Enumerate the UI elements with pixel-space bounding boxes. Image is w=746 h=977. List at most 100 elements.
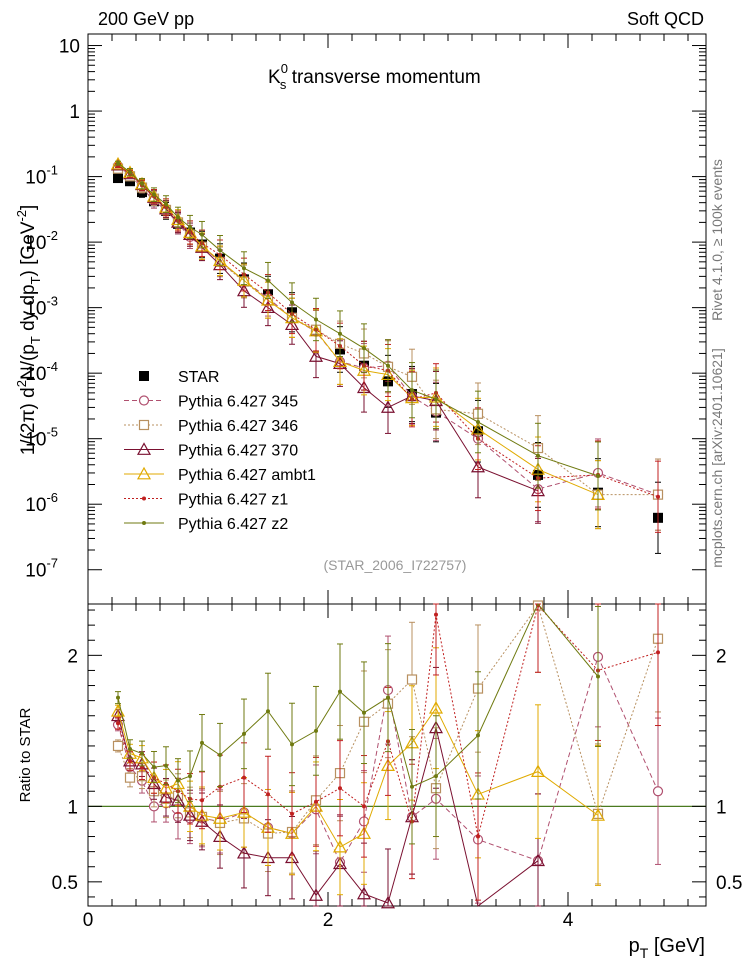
legend-item-p370: Pythia 6.427 370 [124,442,298,460]
legend-item-p345: Pythia 6.427 345 [124,394,298,411]
data-point-dot [266,792,270,797]
data-point-square [406,674,418,685]
series-line-p346 [117,168,658,496]
data-point-dot [476,419,480,424]
data-point-dot [314,728,318,733]
legend-label: Pythia 6.427 z1 [178,492,288,509]
main-y-tick-label: 1 [69,102,80,123]
data-point-dot [476,834,480,839]
data-point-dot [188,774,192,779]
data-point-dot [164,763,168,768]
series-z2 [115,603,601,845]
data-point-dot [164,202,168,207]
data-point-dot [242,731,246,736]
data-point-dot [362,346,366,351]
title-sub: s [280,77,287,92]
data-point-dot [116,695,120,700]
data-point-triangle [590,808,606,821]
x-tick-label: 2 [323,910,334,931]
data-point-triangle [308,349,324,362]
data-point-dot [386,695,390,700]
legend-item-p346: Pythia 6.427 346 [124,418,298,435]
ratio-y-tick-label-right: 2 [716,646,727,667]
ratio-y-tick-label-right: 0.5 [716,873,742,894]
data-point-dot [128,746,132,751]
data-point-dot [200,798,204,803]
data-point-dot [434,774,438,779]
data-point-dot [116,161,120,166]
series-line-p345 [117,165,659,496]
ratio-y-tick-label-right: 1 [716,797,727,818]
data-point-dot [140,751,144,756]
legend-label: STAR [178,369,219,386]
header-right: Soft QCD [627,9,704,29]
data-point-dot [290,811,294,816]
data-point-dot [176,215,180,220]
data-point-triangle [236,845,252,859]
data-point-dot [290,300,294,305]
data-point-dot [266,709,270,714]
data-point-dot [200,232,204,237]
data-point-dot [128,759,132,764]
legend-label: Pythia 6.427 z2 [178,516,288,533]
legend-label: Pythia 6.427 346 [178,418,298,435]
data-point-triangle [530,853,546,867]
data-point-triangle [122,166,138,180]
data-point-dot [116,721,120,726]
series-line-p346 [117,604,659,835]
title-k: K [268,67,281,88]
data-point-dot [266,278,270,283]
series-line-z1 [117,165,659,498]
data-point-dot [314,799,318,804]
data-point-dot [142,521,146,525]
ratio-axis-ticks: 0.5 0.5 1 1 2 2 0 2 4 [52,604,742,931]
data-point-triangle [308,888,324,901]
ratio-y-label: Ratio to STAR [17,707,34,802]
series-line-p345 [117,655,659,864]
data-point-dot [362,804,366,809]
data-point-dot [596,674,600,679]
legend-item-ambt1: Pythia 6.427 ambt1 [124,466,316,484]
main-axis-ticks: 10 1 10-1 10-2 10-3 10-4 10-5 10-6 10-7 [25,34,706,604]
data-point-triangle [136,466,152,480]
data-point-square [112,740,124,752]
x-tick-label: 4 [563,910,574,931]
title-sup: 0 [281,61,288,76]
data-point-dot [200,740,204,745]
series-line-z1 [117,604,659,837]
main-y-tick-label: 10 [59,37,80,58]
data-point-triangle [236,805,252,818]
data-point-dot [410,784,414,789]
main-y-tick-label: 10-4 [25,359,58,385]
data-point-triangle [332,839,348,853]
main-y-label: 1/(2π) d2N/(pT dy dpT) [GeV-2] [14,205,43,456]
data-point-dot [434,397,438,402]
series-line-p370 [117,715,539,907]
legend-label: Pythia 6.427 ambt1 [178,467,316,484]
ratio-y-tick-label: 0.5 [52,873,78,894]
main-y-tick-label: 10-2 [25,228,58,254]
data-point-dot [410,388,414,393]
legend-item-z1: Pythia 6.427 z1 [124,492,288,509]
legend-item-z2: Pythia 6.427 z2 [124,516,288,533]
data-point-dot [242,266,246,271]
legend-item-STAR: STAR [139,369,219,386]
main-y-tick-label: 10-3 [25,294,58,320]
data-point-dot [188,225,192,230]
data-point-dot [476,733,480,738]
data-point-dot [314,317,318,322]
data-point-triangle [356,886,372,900]
data-point-triangle [470,459,486,473]
ratio-plot-frame [87,603,707,907]
data-point-dot [434,612,438,617]
title-rest: transverse momentum [286,67,480,88]
data-point-square [138,419,150,431]
data-point-dot [338,689,342,694]
series-z2 [115,160,601,511]
main-y-tick-label: 10-6 [25,490,58,516]
data-point-circle [138,395,150,406]
x-axis-label: pT [GeV] [629,935,705,961]
data-point-circle [652,786,664,797]
